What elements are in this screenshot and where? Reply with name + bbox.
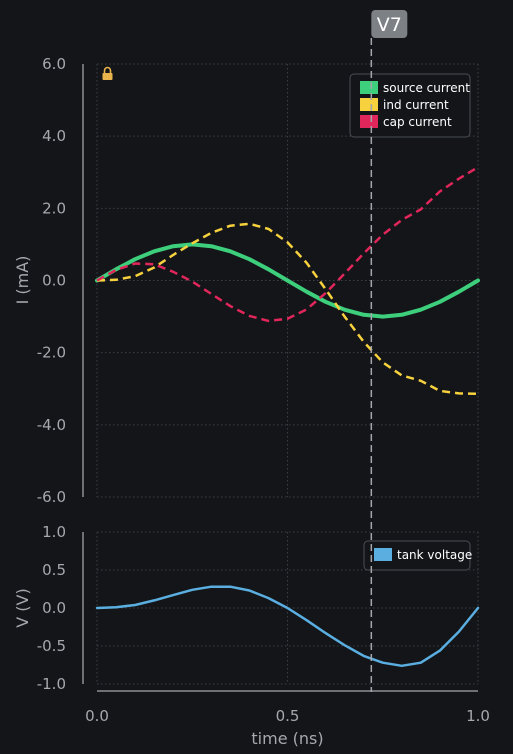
lock-body [102,73,113,80]
legend-label: ind current [383,98,449,112]
series-line-source-current [95,242,480,319]
y-tick-label: 0.0 [42,599,66,617]
y-tick-label: 0.5 [42,561,66,579]
x-tick-label: 0.5 [276,707,300,725]
x-tick-label: 1.0 [466,707,490,725]
legend-label: tank voltage [397,548,472,562]
voltage-plot: 1.0 0.5 0.0 -0.5 -1.0 V (V) tank voltage 0.0 0.5… [13,523,490,748]
y-axis-label: V (V) [13,588,32,627]
legend-label: source current [383,81,470,95]
x-tick-label: 0.0 [85,707,109,725]
y-tick-label: -0.5 [37,637,66,655]
y-tick-label: 0.0 [42,272,66,290]
y-tick-label: -6.0 [37,488,66,506]
y-tick-label: 1.0 [42,523,66,541]
lock-icon [102,66,113,80]
current-plot: 6.0 4.0 2.0 0.0 -2.0 -4.0 -6.0 I (mA) source cur… [13,55,480,506]
legend-swatch [360,115,378,128]
y-axis-label: I (mA) [13,256,32,305]
series-line-ind-current [96,222,479,396]
series-line-tank-voltage [95,585,480,668]
y-tick-label: 4.0 [42,127,66,145]
y-tick-label: 2.0 [42,199,66,217]
legend-swatch [360,81,378,94]
y-tick-label: 6.0 [42,55,66,73]
series-line-cap-current [96,166,479,323]
y-tick-label: -2.0 [37,344,66,362]
marker-label: V7 [377,14,402,36]
lock-shackle [103,66,112,73]
y-tick-label: -1.0 [37,675,66,693]
x-axis-label: time (ns) [251,729,323,748]
marker-label-box [371,10,408,38]
y-tick-label: -4.0 [37,416,66,434]
legend-swatch [374,548,392,561]
legend-box [349,73,471,138]
legend-label: cap current [383,115,452,129]
legend-swatch [360,98,378,111]
time-marker[interactable]: V7 [370,10,408,692]
